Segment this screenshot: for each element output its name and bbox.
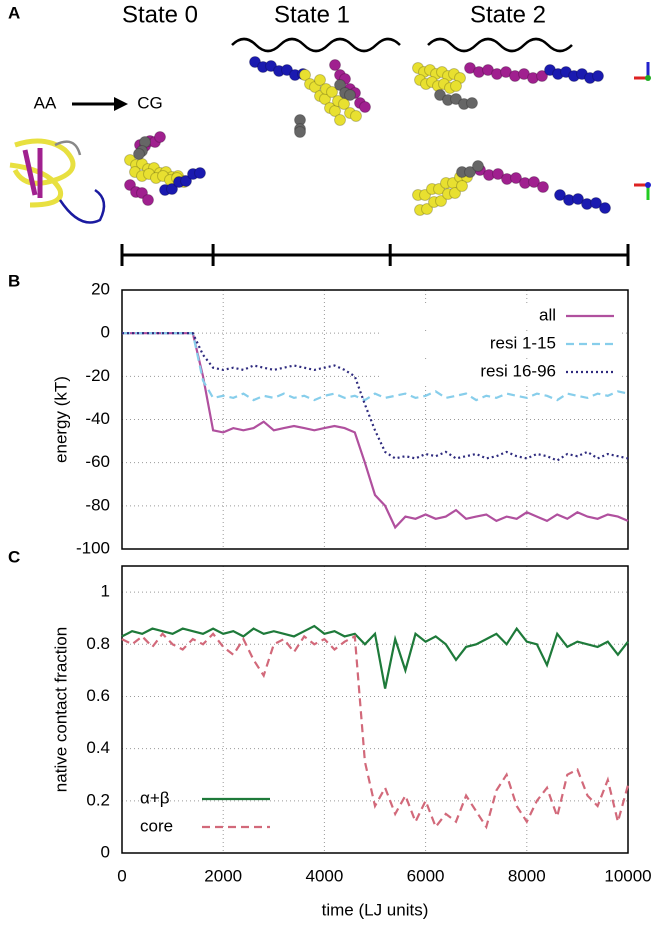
bead [334,79,346,91]
legend-label: resi 1-15 [490,333,556,352]
bead [281,64,293,76]
y-tick-label: 20 [91,279,110,298]
y-tick-label: 0.2 [86,790,110,809]
y-axis-label: energy (kT) [51,376,70,463]
cg-label: CG [137,93,163,112]
bead [329,59,341,71]
bead [554,189,566,201]
series-line [122,332,629,530]
bead [142,194,154,206]
bead [299,69,311,81]
bead [466,97,478,109]
series-line [122,332,629,402]
bead [344,89,356,101]
bead [492,168,504,180]
bead [472,160,484,172]
bead [599,202,611,214]
y-tick-label: 0 [101,323,110,342]
bead [435,195,447,207]
bead [449,187,461,199]
series-line [121,632,630,830]
series-line [121,624,629,689]
bead [194,167,206,179]
plot-frame [121,565,629,854]
bead [592,70,604,82]
bead [450,80,462,92]
y-tick-label: 0.8 [86,634,110,653]
y-tick-label: -60 [85,452,110,471]
bead [166,183,178,195]
bead [359,101,371,113]
x-tick-label: 2000 [204,866,242,885]
legend-label: resi 16-96 [480,361,556,380]
y-tick-label: -40 [85,409,110,428]
axis-icon [634,62,651,200]
wave [231,37,401,53]
y-tick-label: 0.6 [86,686,110,705]
bead [265,60,277,72]
bead [536,70,548,82]
bead [421,203,433,215]
x-tick-label: 8000 [508,866,546,885]
coarse-grained-structures [124,56,611,216]
aa-label: AA [34,93,57,112]
bead [326,86,338,98]
x-tick-label: 6000 [407,866,445,885]
panel-label: B [8,271,20,290]
y-axis-label: native contact fraction [51,627,70,792]
bead [590,197,602,209]
bead [464,166,476,178]
wave [427,37,573,53]
bead [456,180,468,192]
state-label: State 1 [274,1,350,28]
y-tick-label: -20 [85,366,110,385]
bead [133,148,145,160]
x-tick-label: 0 [117,866,126,885]
bead [434,89,446,101]
x-tick-label: 10000 [604,866,651,885]
bead [154,131,166,143]
bead [537,181,549,193]
y-tick-label: 0.4 [86,738,110,757]
bead [294,126,306,138]
bead [510,172,522,184]
all-atom-structure [9,138,106,224]
series-line [122,332,629,462]
legend-label: all [539,305,556,324]
panel-label: C [8,547,20,566]
bead [338,98,350,110]
bead [350,110,362,122]
legend-bg [380,359,620,385]
bead [334,114,346,126]
x-tick-label: 4000 [305,866,343,885]
x-axis-label: time (LJ units) [322,900,429,919]
y-tick-label: -80 [85,495,110,514]
state-label: State 2 [470,1,546,28]
bead [450,93,462,105]
bead [572,193,584,205]
y-tick-label: 0 [101,842,110,861]
bead [528,176,540,188]
y-tick-label: -100 [76,538,110,557]
panel-label: A [8,3,20,22]
bead [180,175,192,187]
bead [249,56,261,68]
arrow-head [114,97,128,111]
y-tick-label: 1 [101,582,110,601]
legend-label: core [140,816,173,835]
timeline [120,244,630,266]
legend-label: α+β [140,788,170,807]
state-label: State 0 [122,1,198,28]
bead [314,74,326,86]
plot-frame [121,289,629,550]
